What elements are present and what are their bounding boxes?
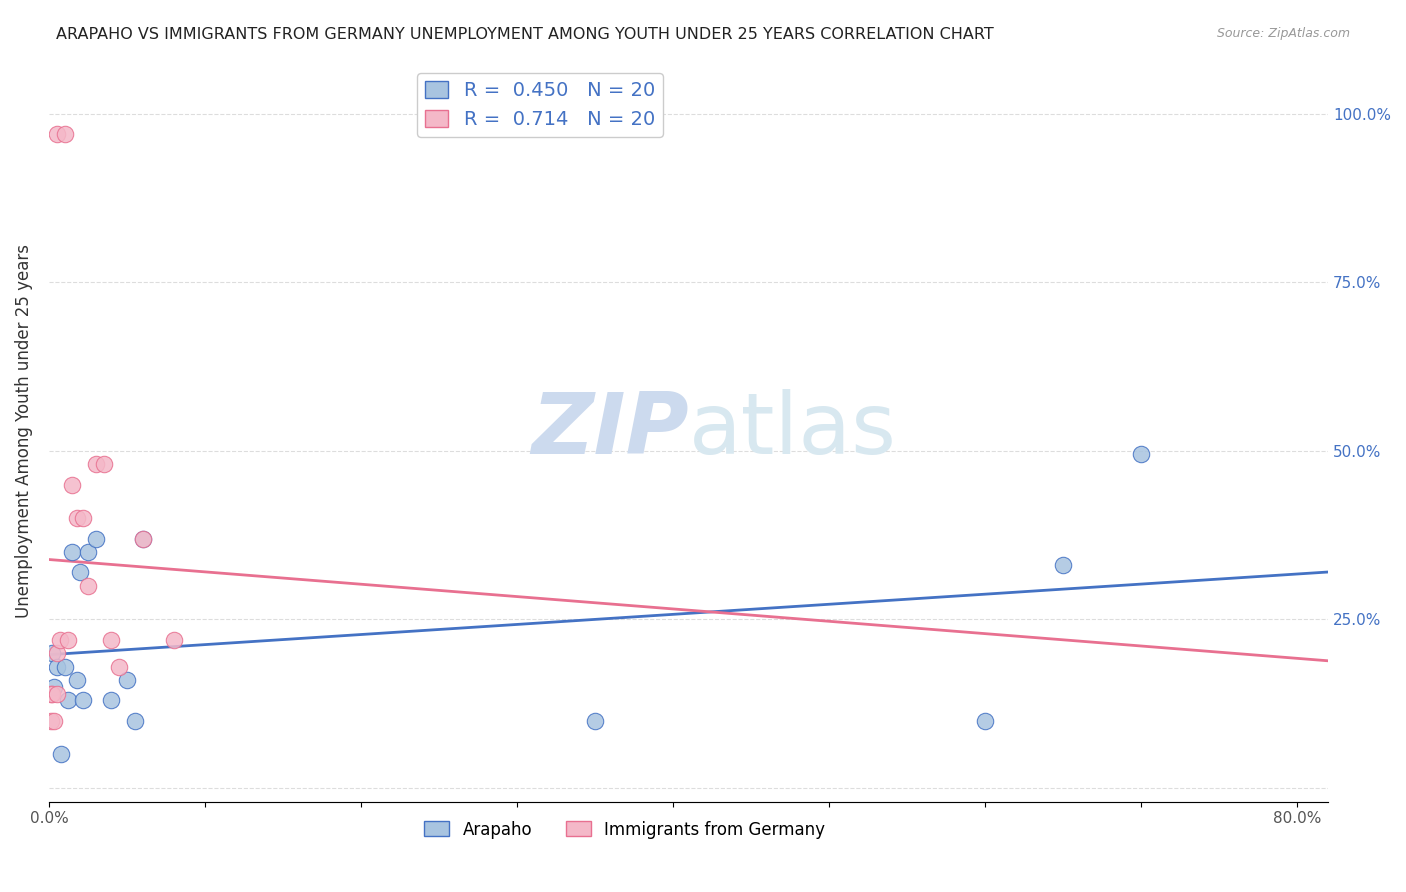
- Point: [1052, 558, 1074, 573]
- Point: [100, 693, 122, 707]
- Point: [45, 659, 67, 673]
- Point: [93, 458, 115, 472]
- Point: [84, 532, 107, 546]
- Text: atlas: atlas: [689, 389, 897, 472]
- Point: [583, 714, 606, 728]
- Point: [53, 127, 76, 141]
- Point: [1129, 447, 1152, 461]
- Point: [45, 687, 67, 701]
- Point: [49, 632, 72, 647]
- Point: [60, 477, 83, 491]
- Point: [42, 680, 65, 694]
- Point: [39, 714, 62, 728]
- Point: [100, 632, 122, 647]
- Point: [51, 747, 73, 762]
- Text: ARAPAHO VS IMMIGRANTS FROM GERMANY UNEMPLOYMENT AMONG YOUTH UNDER 25 YEARS CORRE: ARAPAHO VS IMMIGRANTS FROM GERMANY UNEMP…: [56, 27, 994, 42]
- Point: [41, 646, 63, 660]
- Point: [115, 673, 138, 688]
- Point: [39, 687, 62, 701]
- Point: [56, 693, 79, 707]
- Y-axis label: Unemployment Among Youth under 25 years: Unemployment Among Youth under 25 years: [15, 244, 32, 617]
- Point: [77, 545, 100, 559]
- Point: [66, 673, 89, 688]
- Point: [53, 659, 76, 673]
- Text: Source: ZipAtlas.com: Source: ZipAtlas.com: [1216, 27, 1350, 40]
- Point: [45, 127, 67, 141]
- Point: [124, 714, 146, 728]
- Point: [66, 511, 89, 525]
- Point: [72, 511, 94, 525]
- Point: [163, 632, 186, 647]
- Point: [108, 659, 131, 673]
- Point: [60, 545, 83, 559]
- Point: [77, 579, 100, 593]
- Point: [131, 532, 153, 546]
- Point: [42, 714, 65, 728]
- Text: ZIP: ZIP: [531, 389, 689, 472]
- Point: [56, 632, 79, 647]
- Legend: Arapaho, Immigrants from Germany: Arapaho, Immigrants from Germany: [418, 814, 831, 846]
- Point: [41, 687, 63, 701]
- Point: [45, 646, 67, 660]
- Point: [974, 714, 997, 728]
- Point: [84, 458, 107, 472]
- Point: [72, 693, 94, 707]
- Point: [131, 532, 153, 546]
- Point: [69, 566, 91, 580]
